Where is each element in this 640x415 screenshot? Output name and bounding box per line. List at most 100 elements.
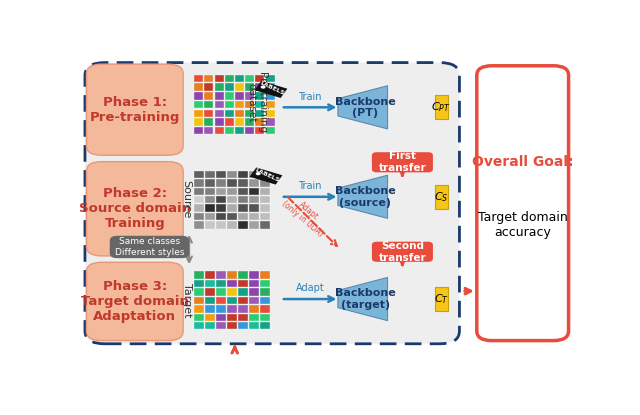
Bar xyxy=(205,297,215,304)
Bar xyxy=(260,196,269,203)
Bar xyxy=(204,110,213,117)
Bar xyxy=(227,205,237,212)
Bar xyxy=(214,83,223,91)
Bar xyxy=(205,171,215,178)
Bar xyxy=(214,110,223,117)
Bar xyxy=(235,75,244,83)
Bar xyxy=(194,271,204,279)
Polygon shape xyxy=(338,86,388,129)
Bar xyxy=(255,75,264,83)
Bar xyxy=(216,196,226,203)
Bar xyxy=(214,75,223,83)
Bar xyxy=(255,92,264,100)
Bar xyxy=(227,196,237,203)
Bar xyxy=(245,101,254,108)
Bar xyxy=(260,171,269,178)
Bar xyxy=(227,305,237,312)
Bar xyxy=(225,101,234,108)
Bar xyxy=(214,127,223,134)
Bar xyxy=(225,110,234,117)
Bar xyxy=(266,110,275,117)
Bar xyxy=(249,171,259,178)
Bar xyxy=(216,297,226,304)
FancyBboxPatch shape xyxy=(435,185,447,209)
Text: LABELS: LABELS xyxy=(259,81,285,96)
Text: $C_T$: $C_T$ xyxy=(433,292,449,306)
Bar xyxy=(238,297,248,304)
Polygon shape xyxy=(255,81,287,98)
Bar xyxy=(227,271,237,279)
Bar xyxy=(227,188,237,195)
FancyBboxPatch shape xyxy=(372,242,433,262)
Bar xyxy=(214,92,223,100)
Text: Phase 2:
Source domain
Training: Phase 2: Source domain Training xyxy=(79,187,191,230)
FancyBboxPatch shape xyxy=(86,64,183,155)
Bar xyxy=(214,101,223,108)
Text: Target domain
accuracy: Target domain accuracy xyxy=(478,211,568,239)
Text: Same classes
Different styles: Same classes Different styles xyxy=(115,237,184,256)
Bar xyxy=(194,280,204,287)
Bar xyxy=(204,127,213,134)
Bar xyxy=(205,271,215,279)
Bar xyxy=(235,127,244,134)
Bar xyxy=(266,101,275,108)
Bar xyxy=(238,313,248,321)
FancyBboxPatch shape xyxy=(86,262,183,341)
Bar xyxy=(235,92,244,100)
Bar xyxy=(255,101,264,108)
Bar xyxy=(227,280,237,287)
Bar xyxy=(238,179,248,186)
Bar xyxy=(216,221,226,229)
Bar xyxy=(194,101,203,108)
Bar xyxy=(238,188,248,195)
Bar xyxy=(238,305,248,312)
Bar xyxy=(235,83,244,91)
Bar xyxy=(225,118,234,126)
Bar xyxy=(245,110,254,117)
Text: Phase 1:
Pre-training: Phase 1: Pre-training xyxy=(90,96,180,124)
Text: Backbone
(target): Backbone (target) xyxy=(335,288,396,310)
FancyBboxPatch shape xyxy=(110,236,189,258)
Bar xyxy=(194,171,204,178)
Bar xyxy=(194,288,204,295)
Bar xyxy=(238,322,248,330)
Bar xyxy=(205,221,215,229)
Bar xyxy=(249,322,259,330)
Bar xyxy=(238,205,248,212)
Bar xyxy=(260,221,269,229)
Bar xyxy=(194,205,204,212)
Bar xyxy=(205,179,215,186)
Bar xyxy=(216,271,226,279)
Text: Backbone
(PT): Backbone (PT) xyxy=(335,97,396,118)
Bar xyxy=(260,322,269,330)
Bar xyxy=(260,188,269,195)
Bar xyxy=(194,213,204,220)
Circle shape xyxy=(260,85,266,89)
Bar xyxy=(194,313,204,321)
Text: LABELS: LABELS xyxy=(254,167,280,183)
Bar xyxy=(249,280,259,287)
Bar xyxy=(194,196,204,203)
Bar xyxy=(204,92,213,100)
Bar xyxy=(205,305,215,312)
Bar xyxy=(194,305,204,312)
Bar xyxy=(227,179,237,186)
Text: Adapt
(only in UDA): Adapt (only in UDA) xyxy=(280,190,332,238)
Bar xyxy=(255,127,264,134)
Bar xyxy=(255,110,264,117)
Bar xyxy=(216,179,226,186)
Bar xyxy=(204,75,213,83)
Bar xyxy=(238,280,248,287)
Bar xyxy=(227,297,237,304)
Bar xyxy=(225,75,234,83)
FancyBboxPatch shape xyxy=(477,66,568,341)
Bar xyxy=(260,213,269,220)
Bar xyxy=(249,305,259,312)
Bar xyxy=(227,322,237,330)
Bar xyxy=(216,305,226,312)
Bar xyxy=(245,83,254,91)
Text: Second
transfer: Second transfer xyxy=(379,241,426,263)
Bar xyxy=(245,75,254,83)
Bar xyxy=(194,127,203,134)
Bar xyxy=(249,196,259,203)
